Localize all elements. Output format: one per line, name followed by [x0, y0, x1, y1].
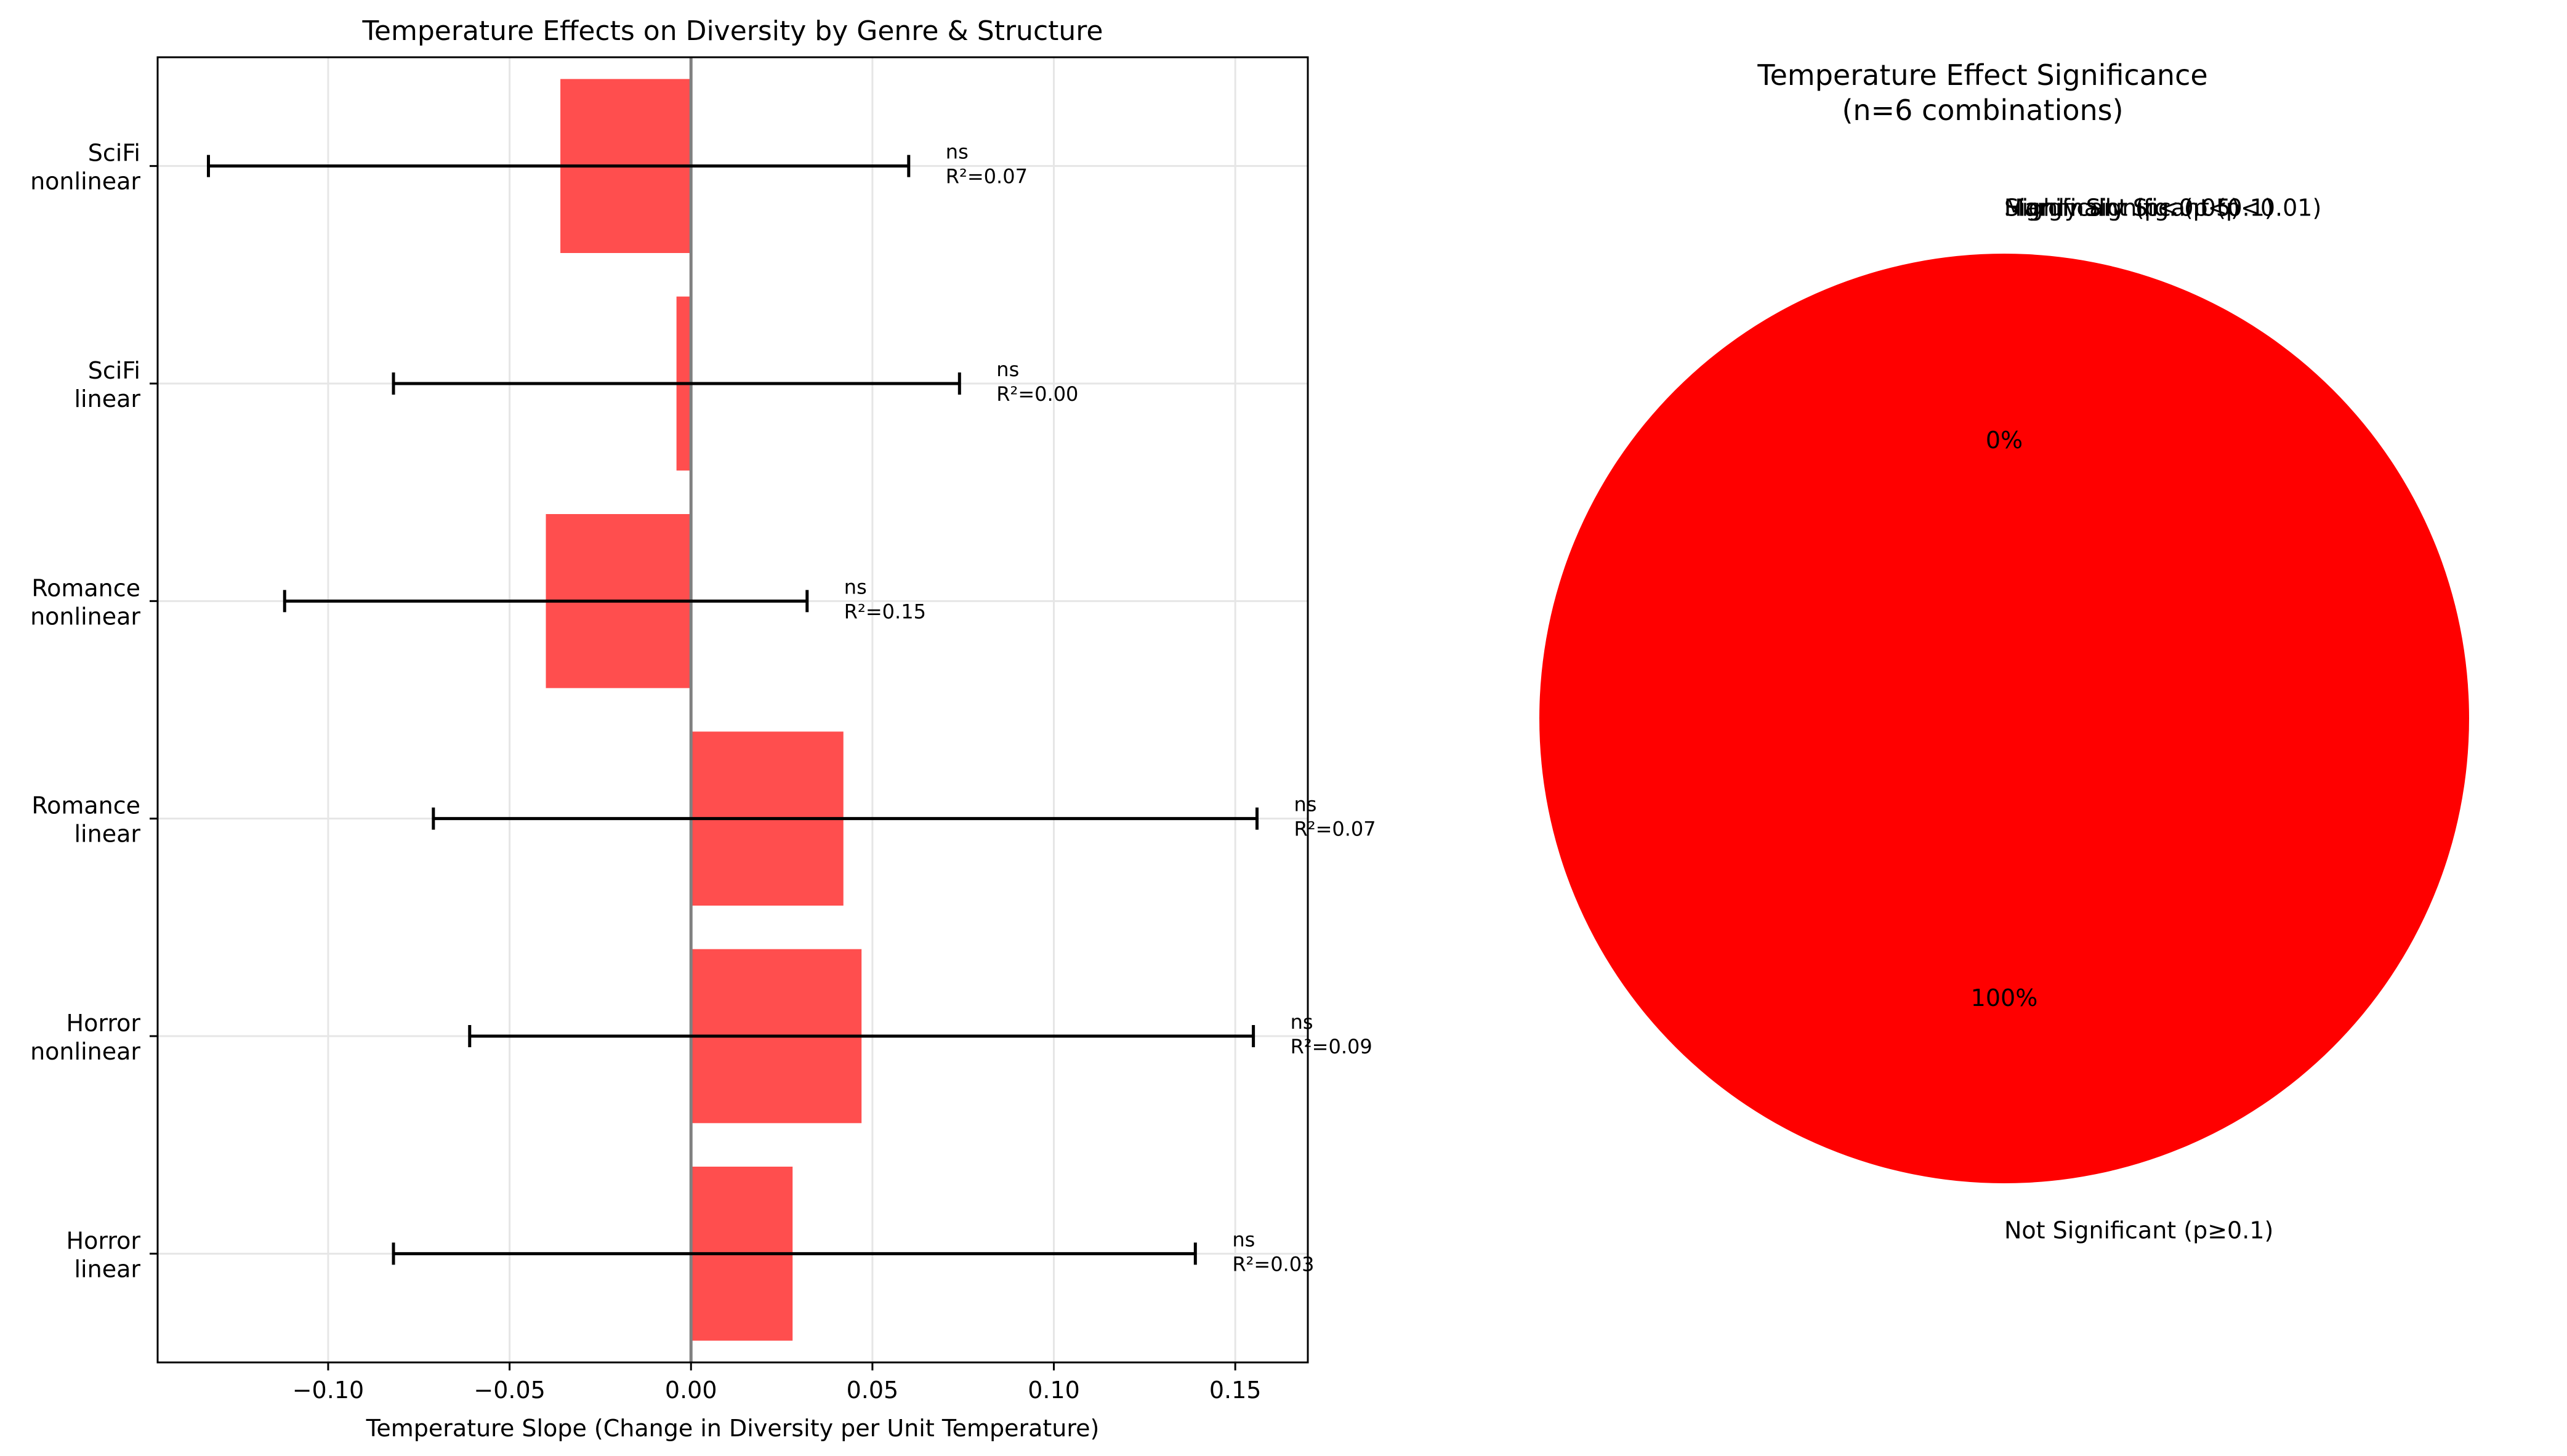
pie-slice-label: Significant (p<0.05)	[2004, 195, 2240, 222]
x-tick-label: −0.05	[474, 1377, 545, 1404]
plot-frame	[156, 56, 1309, 1364]
x-tick-label: 0.05	[847, 1377, 899, 1404]
bar-chart: Temperature Effects on Diversity by Genr…	[30, 15, 1376, 1442]
r-squared-label: R²=0.00	[996, 382, 1078, 406]
y-tick-label-genre: Romance	[31, 574, 140, 601]
annotations: nsR²=0.07nsR²=0.00nsR²=0.15nsR²=0.07nsR²…	[844, 140, 1376, 1276]
significance-label: ns	[1294, 793, 1317, 816]
y-tick-label-genre: SciFi	[88, 140, 140, 167]
pie-chart-title: Temperature Effect Significance	[1757, 58, 2207, 92]
y-tick-label-structure: nonlinear	[30, 603, 140, 630]
error-bars	[206, 155, 1259, 1265]
y-tick-label-genre: Horror	[66, 1010, 141, 1037]
significance-label: ns	[844, 575, 867, 598]
y-tick-label-structure: nonlinear	[30, 1038, 140, 1065]
significance-label: ns	[1291, 1010, 1313, 1034]
pie-slice-label: Marginally Sig. (p<0.1)	[2004, 195, 2274, 222]
bars	[546, 79, 862, 1341]
pie-percent-label: 0%	[1986, 427, 2023, 454]
y-tick-label-structure: linear	[75, 821, 141, 848]
x-tick-label: 0.00	[665, 1377, 717, 1404]
significance-label: ns	[1232, 1228, 1255, 1251]
x-tick-label: −0.10	[292, 1377, 364, 1404]
r-squared-label: R²=0.07	[1294, 818, 1376, 841]
r-squared-label: R²=0.07	[946, 165, 1028, 188]
y-tick-label-genre: Horror	[66, 1227, 141, 1254]
significance-label: ns	[946, 140, 969, 164]
significance-label: ns	[996, 358, 1019, 381]
r-squared-label: R²=0.15	[844, 600, 926, 623]
y-axis-ticks: SciFinonlinearSciFilinearRomancenonlinea…	[30, 140, 158, 1282]
pie-percent-label: 100%	[1971, 984, 2038, 1012]
pie-chart-subtitle: (n=6 combinations)	[1842, 94, 2123, 127]
x-tick-label: 0.15	[1209, 1377, 1262, 1404]
pie-chart: Temperature Effect Significance (n=6 com…	[1539, 58, 2469, 1244]
pie-slice-label: Highly Significant (p<0.01)	[2004, 195, 2321, 222]
x-axis-label: Temperature Slope (Change in Diversity p…	[366, 1415, 1100, 1442]
y-tick-label-structure: linear	[75, 1255, 141, 1282]
y-tick-label-genre: SciFi	[88, 357, 140, 384]
x-axis-ticks: −0.10 −0.05 0.00 0.05 0.10 0.15	[292, 1362, 1262, 1404]
bar-chart-title: Temperature Effects on Diversity by Genr…	[362, 15, 1103, 47]
r-squared-label: R²=0.03	[1232, 1252, 1314, 1276]
y-tick-label-structure: linear	[75, 385, 141, 412]
x-tick-label: 0.10	[1028, 1377, 1080, 1404]
r-squared-label: R²=0.09	[1291, 1035, 1372, 1058]
pie-slices	[1539, 254, 2469, 1183]
pie-slice	[1539, 254, 2469, 1183]
pie-slice-label: Not Significant (p≥0.1)	[2004, 1217, 2273, 1244]
pie-labels: Highly Significant (p<0.01)Significant (…	[1971, 195, 2322, 1244]
y-tick-label-structure: nonlinear	[30, 168, 140, 195]
y-tick-label-genre: Romance	[31, 792, 140, 819]
